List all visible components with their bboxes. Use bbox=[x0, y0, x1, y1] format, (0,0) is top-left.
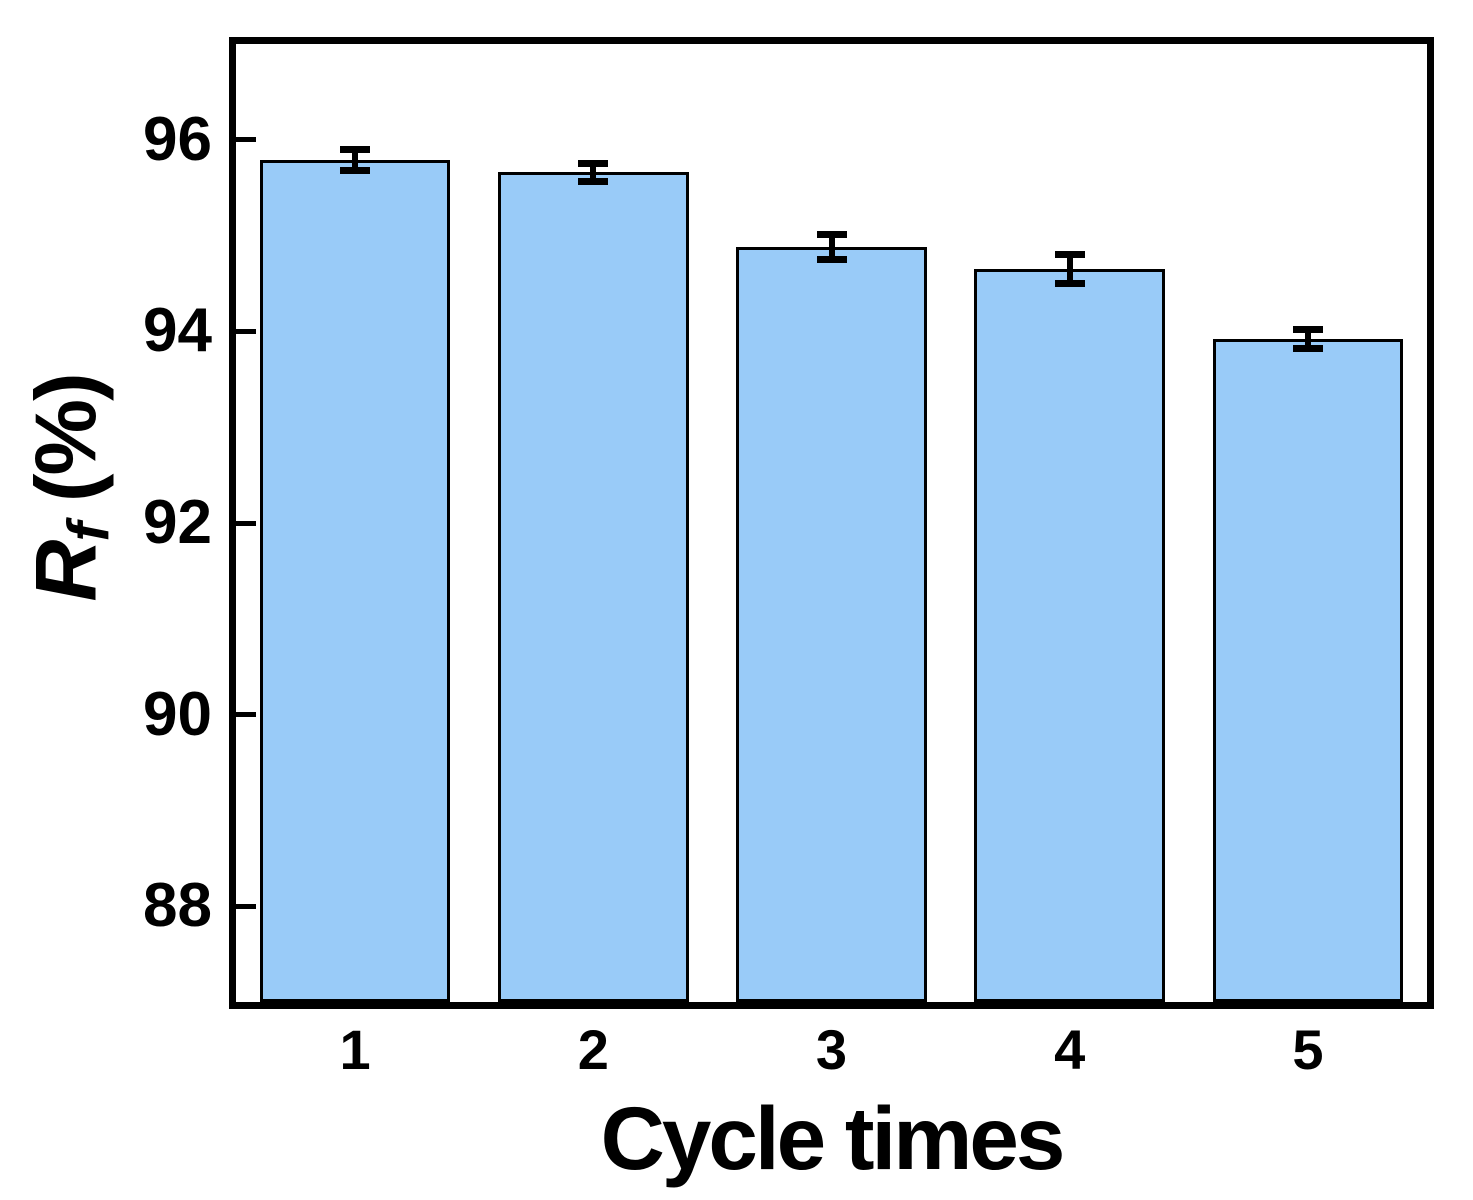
error-bar-cycle-5 bbox=[1292, 325, 1323, 353]
x-tick-label-2: 2 bbox=[577, 1018, 609, 1081]
y-axis-title-unit: (%) bbox=[18, 374, 115, 525]
error-whisker bbox=[590, 159, 597, 185]
error-cap-bottom bbox=[578, 177, 609, 185]
error-cap-top bbox=[1292, 325, 1323, 333]
x-tick-label-5: 5 bbox=[1292, 1018, 1324, 1081]
y-tick-label-94: 94 bbox=[143, 296, 212, 366]
error-whisker bbox=[828, 230, 835, 264]
error-cap-bottom bbox=[816, 256, 847, 264]
y-tick-96 bbox=[236, 137, 256, 143]
bar-cycle-3 bbox=[736, 247, 927, 1002]
error-cap-bottom bbox=[1292, 345, 1323, 353]
y-axis-title-subscript: f bbox=[56, 524, 122, 542]
y-axis-title: Rf (%) bbox=[18, 374, 123, 601]
y-tick-label-92: 92 bbox=[143, 488, 212, 557]
error-cap-top bbox=[340, 145, 371, 153]
y-tick-label-96: 96 bbox=[143, 104, 212, 174]
error-cap-bottom bbox=[340, 167, 371, 175]
error-cap-top bbox=[1054, 250, 1085, 258]
error-whisker bbox=[1066, 250, 1073, 288]
x-axis-title: Cycle times bbox=[600, 1088, 1066, 1188]
y-tick-92 bbox=[236, 520, 256, 526]
error-bar-cycle-4 bbox=[1054, 250, 1085, 288]
y-tick-94 bbox=[236, 328, 256, 334]
bar-cycle-5 bbox=[1212, 339, 1404, 1002]
y-axis-title-symbol: R bbox=[18, 541, 115, 602]
y-tick-label-90: 90 bbox=[143, 679, 212, 749]
error-cap-top bbox=[578, 159, 609, 167]
y-tick-88 bbox=[236, 903, 256, 909]
bar-cycle-2 bbox=[498, 172, 689, 1002]
error-bar-cycle-2 bbox=[578, 159, 609, 185]
x-tick-label-4: 4 bbox=[1054, 1018, 1086, 1081]
error-whisker bbox=[352, 145, 359, 175]
error-cap-top bbox=[816, 230, 847, 238]
error-whisker bbox=[1304, 325, 1311, 353]
x-tick-label-3: 3 bbox=[815, 1018, 848, 1081]
error-bar-cycle-1 bbox=[340, 145, 371, 175]
error-cap-bottom bbox=[1054, 280, 1085, 288]
bar-cycle-1 bbox=[259, 159, 451, 1002]
error-bar-cycle-3 bbox=[816, 230, 847, 264]
x-tick-label-1: 1 bbox=[339, 1018, 371, 1081]
bar-cycle-4 bbox=[974, 269, 1165, 1002]
y-tick-90 bbox=[236, 712, 256, 718]
y-tick-label-88: 88 bbox=[143, 871, 212, 941]
